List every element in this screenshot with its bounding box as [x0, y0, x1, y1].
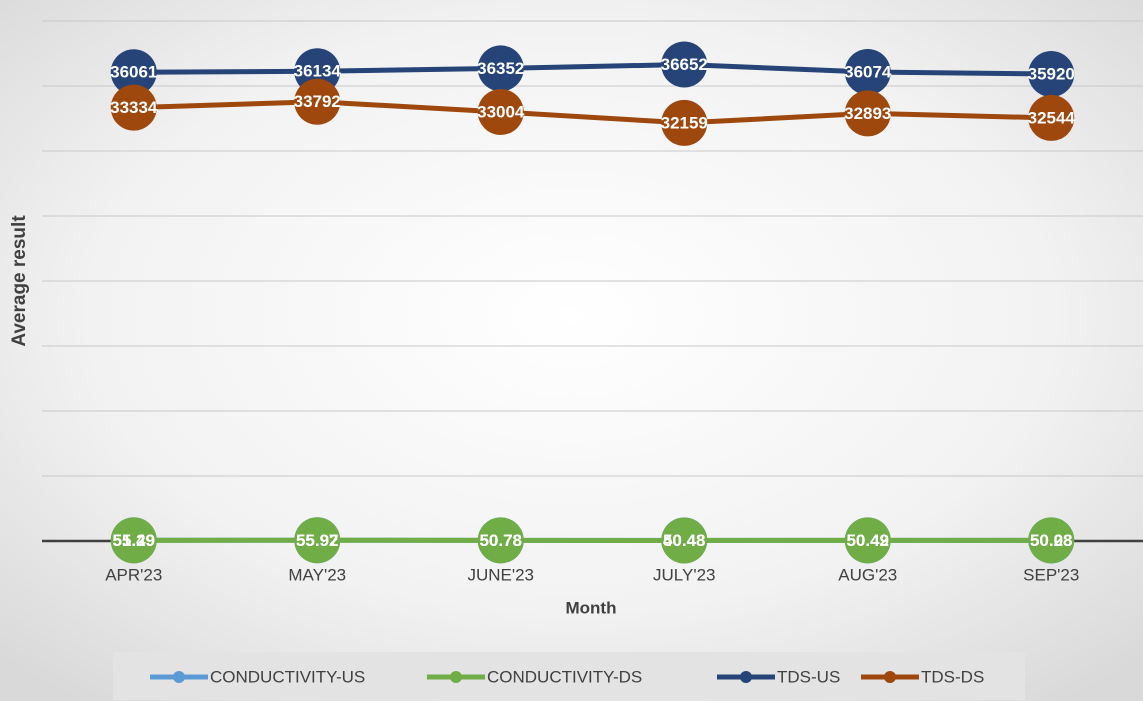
marker: [661, 41, 708, 88]
marker: [844, 517, 891, 564]
data-label: 40.48: [663, 531, 706, 550]
x-tick-label: SEP'23: [1023, 565, 1079, 584]
marker: [844, 49, 891, 96]
legend-label: TDS-US: [777, 667, 840, 686]
series-line: [133, 99, 1052, 126]
marker: [477, 88, 524, 135]
x-tick-label: JULY'23: [653, 565, 715, 584]
data-label: 55.29: [112, 531, 155, 550]
data-label: 33792: [294, 92, 341, 111]
data-label: 50.49: [846, 531, 889, 550]
marker: [661, 99, 708, 146]
data-label: 50.08: [1030, 531, 1073, 550]
x-tick-label: APR'23: [105, 565, 162, 584]
marker: [110, 84, 157, 131]
data-label: 51.49: [112, 531, 155, 550]
marker: [1028, 94, 1075, 141]
marker: [1028, 517, 1075, 564]
marker: [110, 517, 157, 564]
legend-label: CONDUCTIVITY-DS: [487, 667, 642, 686]
legend-marker: [740, 671, 752, 683]
data-label: 36061: [110, 63, 157, 82]
marker: [110, 49, 157, 96]
data-label: 36074: [844, 63, 892, 82]
data-label: 32159: [661, 113, 708, 132]
legend-label: TDS-DS: [921, 667, 984, 686]
data-label: 50.78: [479, 531, 522, 550]
marker: [844, 90, 891, 137]
marker: [294, 78, 341, 125]
data-label: 32544: [1028, 108, 1076, 127]
legend-marker: [450, 671, 462, 683]
data-label: 50.42: [846, 531, 889, 550]
y-axis-title: Average result: [9, 215, 30, 347]
data-label: 36134: [294, 62, 342, 81]
data-label: 50.48: [663, 531, 706, 550]
marker: [477, 517, 524, 564]
data-label: 50.28: [1030, 531, 1073, 550]
data-label: 36652: [661, 55, 708, 74]
x-tick-label: MAY'23: [288, 565, 346, 584]
legend-marker: [884, 671, 896, 683]
data-label: 32893: [844, 104, 891, 123]
data-label: 35920: [1028, 65, 1075, 84]
x-tick-label: JUNE'23: [467, 565, 534, 584]
marker: [477, 45, 524, 92]
data-label: 36352: [477, 59, 524, 78]
marker: [1028, 51, 1075, 98]
legend-label: CONDUCTIVITY-US: [210, 667, 365, 686]
x-tick-label: AUG'23: [838, 565, 897, 584]
data-label: 55.97: [296, 531, 339, 550]
series-line: [133, 62, 1052, 77]
marker: [661, 517, 708, 564]
data-label: 50.78: [479, 531, 522, 550]
marker: [294, 517, 341, 564]
data-label: 33334: [110, 98, 158, 117]
x-axis-title: Month: [566, 598, 617, 617]
data-label: 33004: [477, 102, 525, 121]
data-label: 55.92: [296, 531, 339, 550]
legend-marker: [173, 671, 185, 683]
